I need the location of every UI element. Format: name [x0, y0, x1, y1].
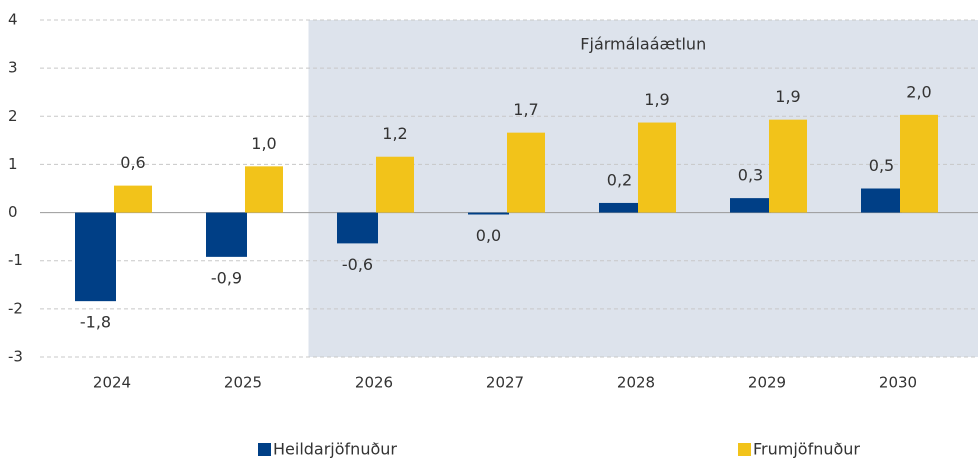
- bar: [245, 166, 283, 213]
- bar: [376, 156, 414, 213]
- y-tick-label: 3: [8, 59, 18, 77]
- data-label: 0,0: [476, 226, 501, 245]
- y-tick-label: -2: [8, 299, 23, 317]
- bar: [599, 202, 640, 213]
- data-label: 0,6: [120, 153, 145, 172]
- bar: [861, 188, 902, 213]
- data-label: 0,2: [607, 170, 632, 189]
- x-tick-label: 2026: [355, 374, 393, 392]
- y-tick-label: 4: [8, 11, 18, 29]
- y-tick-label: 0: [8, 203, 18, 221]
- bar: [638, 122, 676, 213]
- data-label: -1,8: [80, 313, 111, 332]
- bar: [114, 185, 152, 213]
- x-tick-label: 2027: [486, 374, 524, 392]
- data-label: 2,0: [906, 82, 931, 101]
- x-tick-label: 2029: [748, 374, 786, 392]
- y-tick-label: 1: [8, 155, 18, 173]
- y-tick-label: 2: [8, 107, 18, 125]
- bar: [75, 212, 116, 302]
- x-tick-label: 2028: [617, 374, 655, 392]
- bar: [769, 119, 807, 213]
- data-label: 1,9: [775, 87, 800, 106]
- legend-label: Heildarjöfnuður: [273, 440, 397, 459]
- data-label: 0,3: [738, 166, 763, 185]
- legend-swatch: [258, 443, 271, 456]
- bar: [468, 212, 509, 215]
- bar: [337, 212, 378, 244]
- y-tick-label: -1: [8, 251, 23, 269]
- legend-label: Frumjöfnuður: [753, 440, 860, 459]
- x-tick-label: 2030: [879, 374, 917, 392]
- data-label: -0,6: [342, 255, 373, 274]
- bar: [730, 198, 771, 213]
- x-tick-label: 2024: [93, 374, 131, 392]
- data-label: 1,2: [382, 124, 407, 143]
- data-label: 1,0: [251, 134, 276, 153]
- y-tick-label: -3: [8, 348, 23, 366]
- data-label: 0,5: [869, 156, 894, 175]
- legend-swatch: [738, 443, 751, 456]
- x-tick-label: 2025: [224, 374, 262, 392]
- data-label: -0,9: [211, 268, 242, 287]
- data-label: 1,7: [513, 100, 538, 119]
- bar: [900, 114, 938, 213]
- data-label: 1,9: [644, 90, 669, 109]
- bar: [507, 132, 545, 213]
- bar: [206, 212, 247, 257]
- shaded-region-label: Fjármálaáætlun: [580, 35, 706, 54]
